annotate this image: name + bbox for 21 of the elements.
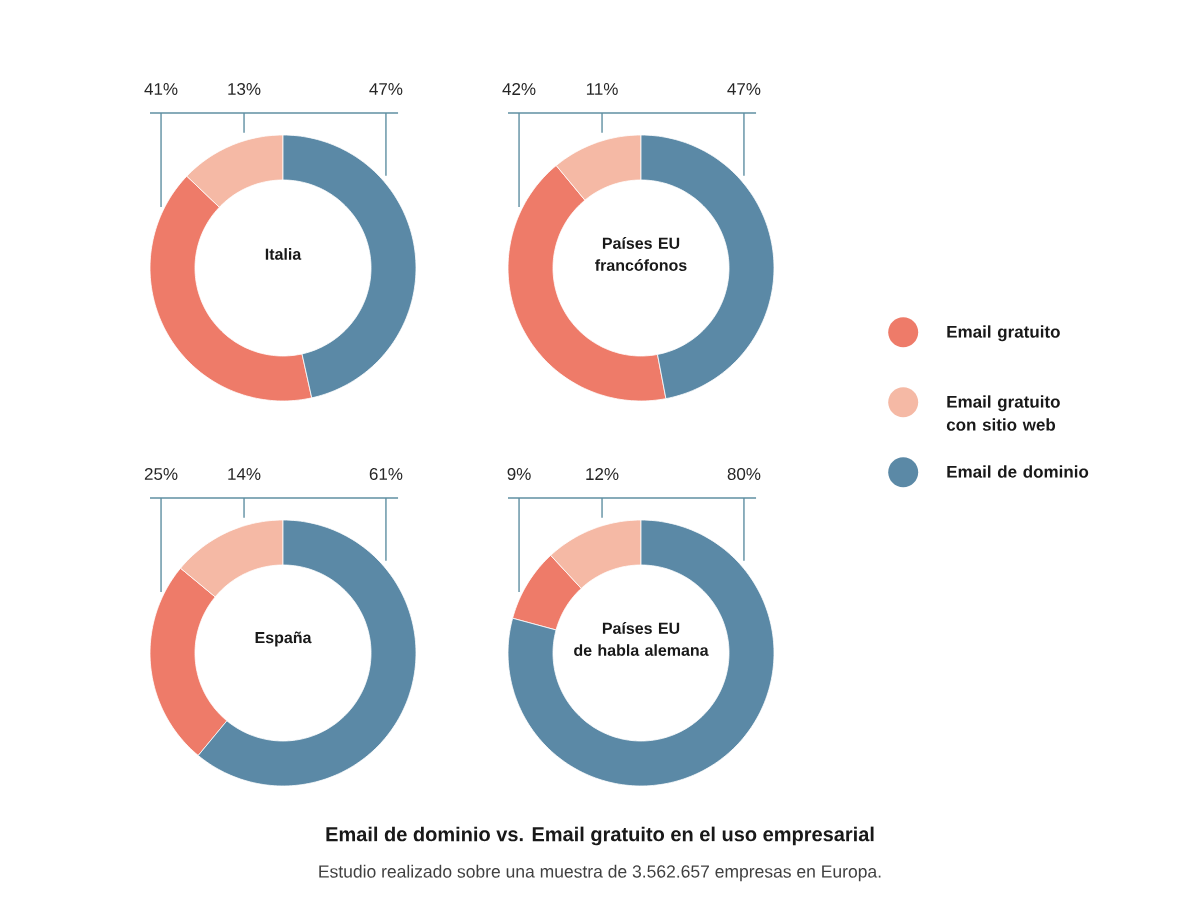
text: Países EU francófonos — [595, 237, 687, 271]
data-label: 47% — [369, 83, 403, 95]
text: Italia — [265, 248, 302, 260]
data-label: 9% — [507, 467, 531, 481]
data-label: 47% — [727, 83, 761, 95]
text: Email de dominio vs. Email gratuito en el uso empresarial — [326, 826, 874, 846]
data-label: 12% — [586, 468, 619, 480]
legend-label: Email gratuito — [947, 325, 1060, 342]
data-label: 61% — [369, 467, 403, 481]
data-label: 80% — [727, 467, 761, 481]
data-label: 41% — [144, 83, 178, 95]
data-label: 14% — [228, 468, 261, 480]
text: Estudio realizado sobre una muestra de 3.562.657 empresas en Europa. — [319, 864, 881, 882]
data-label: 11% — [586, 83, 618, 95]
data-label: 25% — [144, 467, 178, 481]
data-label: 42% — [502, 83, 536, 95]
text: España — [255, 631, 312, 647]
legend-label: Email gratuito con sitio web — [946, 395, 1060, 431]
data-label: 13% — [228, 82, 261, 96]
legend-label: Email de dominio — [947, 465, 1089, 478]
text: Países EU de habla alemana — [574, 622, 709, 656]
